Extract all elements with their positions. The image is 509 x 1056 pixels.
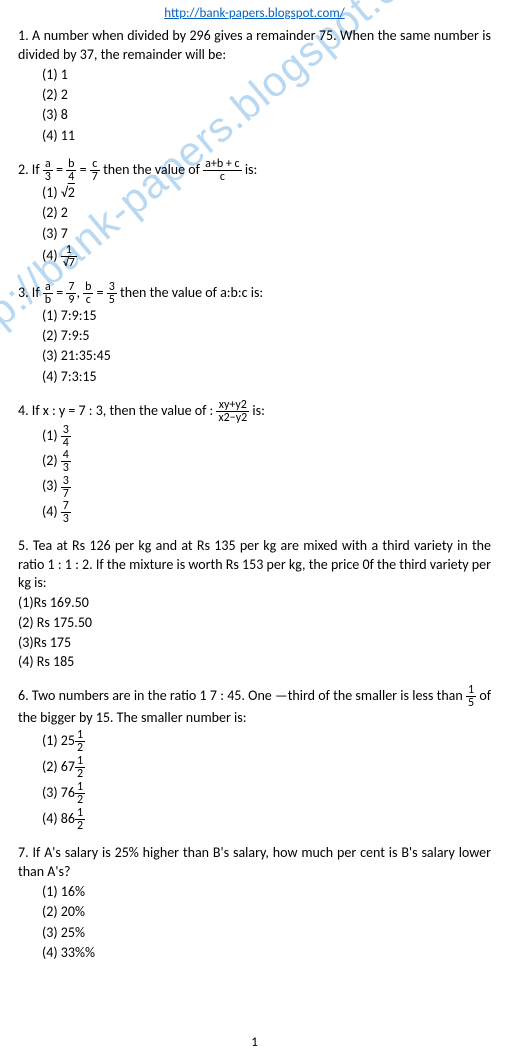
q6-line1: 6. Two numbers are in the ratio 1 7 : 45… xyxy=(18,687,437,704)
question-1: 1. A number when divided by 296 gives a … xyxy=(18,27,491,146)
q3-options: (1) 7:9:15 (2) 7:9:5 (3) 21:35:45 (4) 7:… xyxy=(18,306,491,387)
q2-frac4: a+b + cc xyxy=(203,158,242,183)
q3-suffix: then the value of a:b:c is: xyxy=(120,284,263,301)
question-3: 3. If ab = 79, bc = 35 then the value of… xyxy=(18,281,491,387)
q4-opt3: (3) 37 xyxy=(42,474,491,499)
q6-opt4: (4) 8612 xyxy=(42,806,491,832)
q5-options: (1)Rs 169.50 (2) Rs 175.50 (3)Rs 175 (4)… xyxy=(18,593,491,671)
q3-prefix: 3. If xyxy=(18,284,43,301)
q3-frac2: 79 xyxy=(66,281,76,306)
header-link[interactable]: http://bank-papers.blogspot.com/ xyxy=(18,6,491,21)
q5-text: 5. Tea at Rs 126 per kg and at Rs 135 pe… xyxy=(18,537,491,594)
q6-opt2: (2) 6712 xyxy=(42,754,491,780)
q3-comma: , xyxy=(76,284,83,301)
question-4: 4. If x : y = 7 : 3, then the value of :… xyxy=(18,399,491,525)
q2-eq1: = xyxy=(56,161,66,178)
q3-opt1: (1) 7:9:15 xyxy=(42,306,491,326)
q2-opt4: (4) 1√7 xyxy=(42,244,491,269)
q2-frac3: c7 xyxy=(90,158,100,183)
q2-text: 2. If a3 = b4 = c7 then the value of a+b… xyxy=(18,158,491,183)
question-5: 5. Tea at Rs 126 per kg and at Rs 135 pe… xyxy=(18,537,491,672)
q3-eq2: = xyxy=(97,284,107,301)
q1-opt4: (4) 11 xyxy=(42,126,491,146)
question-2: 2. If a3 = b4 = c7 then the value of a+b… xyxy=(18,158,491,269)
q2-opt2: (2) 2 xyxy=(42,203,491,223)
q3-frac3: bc xyxy=(83,281,93,306)
q7-options: (1) 16% (2) 20% (3) 25% (4) 33%% xyxy=(18,882,491,963)
page-number: 1 xyxy=(0,1035,509,1050)
page-content: http://bank-papers.blogspot.com/ 1. A nu… xyxy=(18,6,491,963)
q1-options: (1) 1 (2) 2 (3) 8 (4) 11 xyxy=(18,65,491,146)
q6-text: 6. Two numbers are in the ratio 1 7 : 45… xyxy=(18,684,491,728)
question-7: 7. If A's salary is 25% higher than B's … xyxy=(18,844,491,963)
q2-eq2: = xyxy=(80,161,90,178)
q2-options: (1) √2 (2) 2 (3) 7 (4) 1√7 xyxy=(18,183,491,269)
q3-opt3: (3) 21:35:45 xyxy=(42,346,491,366)
q6-line2a: than xyxy=(437,687,466,704)
q6-frac1: 15 xyxy=(466,684,476,709)
q4-text: 4. If x : y = 7 : 3, then the value of :… xyxy=(18,399,491,424)
q7-text: 7. If A's salary is 25% higher than B's … xyxy=(18,844,491,882)
q3-frac4: 35 xyxy=(107,281,117,306)
q4-options: (1) 34 (2) 43 (3) 37 (4) 73 xyxy=(18,424,491,525)
q2-opt3: (3) 7 xyxy=(42,224,491,244)
q7-opt3: (3) 25% xyxy=(42,923,491,943)
q2-suffix: is: xyxy=(245,161,257,178)
q7-opt4: (4) 33%% xyxy=(42,943,491,963)
q7-opt1: (1) 16% xyxy=(42,882,491,902)
q7-opt2: (2) 20% xyxy=(42,902,491,922)
q1-opt3: (3) 8 xyxy=(42,105,491,125)
q6-options: (1) 2512 (2) 6712 (3) 7612 (4) 8612 xyxy=(18,728,491,833)
q3-opt2: (2) 7:9:5 xyxy=(42,326,491,346)
q4-opt1: (1) 34 xyxy=(42,424,491,449)
q2-frac1: a3 xyxy=(43,158,53,183)
q1-opt1: (1) 1 xyxy=(42,65,491,85)
q3-opt4: (4) 7:3:15 xyxy=(42,367,491,387)
q5-opt4: (4) Rs 185 xyxy=(18,652,491,672)
q4-prefix: 4. If x : y = 7 : 3, then the value of : xyxy=(18,402,216,419)
q3-eq1: = xyxy=(56,284,66,301)
question-6: 6. Two numbers are in the ratio 1 7 : 45… xyxy=(18,684,491,833)
q3-frac1: ab xyxy=(43,281,53,306)
q1-opt2: (2) 2 xyxy=(42,85,491,105)
q5-opt3: (3)Rs 175 xyxy=(18,633,491,653)
q4-frac1: xy+y2x2−y2 xyxy=(216,399,249,424)
q3-text: 3. If ab = 79, bc = 35 then the value of… xyxy=(18,281,491,306)
q6-opt3: (3) 7612 xyxy=(42,780,491,806)
q6-opt1: (1) 2512 xyxy=(42,728,491,754)
q1-text: 1. A number when divided by 296 gives a … xyxy=(18,27,491,65)
q2-mid: then the value of xyxy=(103,161,203,178)
q4-suffix: is: xyxy=(252,402,264,419)
q2-prefix: 2. If xyxy=(18,161,43,178)
q2-frac2: b4 xyxy=(66,158,76,183)
q4-opt2: (2) 43 xyxy=(42,449,491,474)
q4-opt4: (4) 73 xyxy=(42,500,491,525)
q5-opt2: (2) Rs 175.50 xyxy=(18,613,491,633)
q2-opt1: (1) √2 xyxy=(42,183,491,203)
q5-opt1: (1)Rs 169.50 xyxy=(18,593,491,613)
